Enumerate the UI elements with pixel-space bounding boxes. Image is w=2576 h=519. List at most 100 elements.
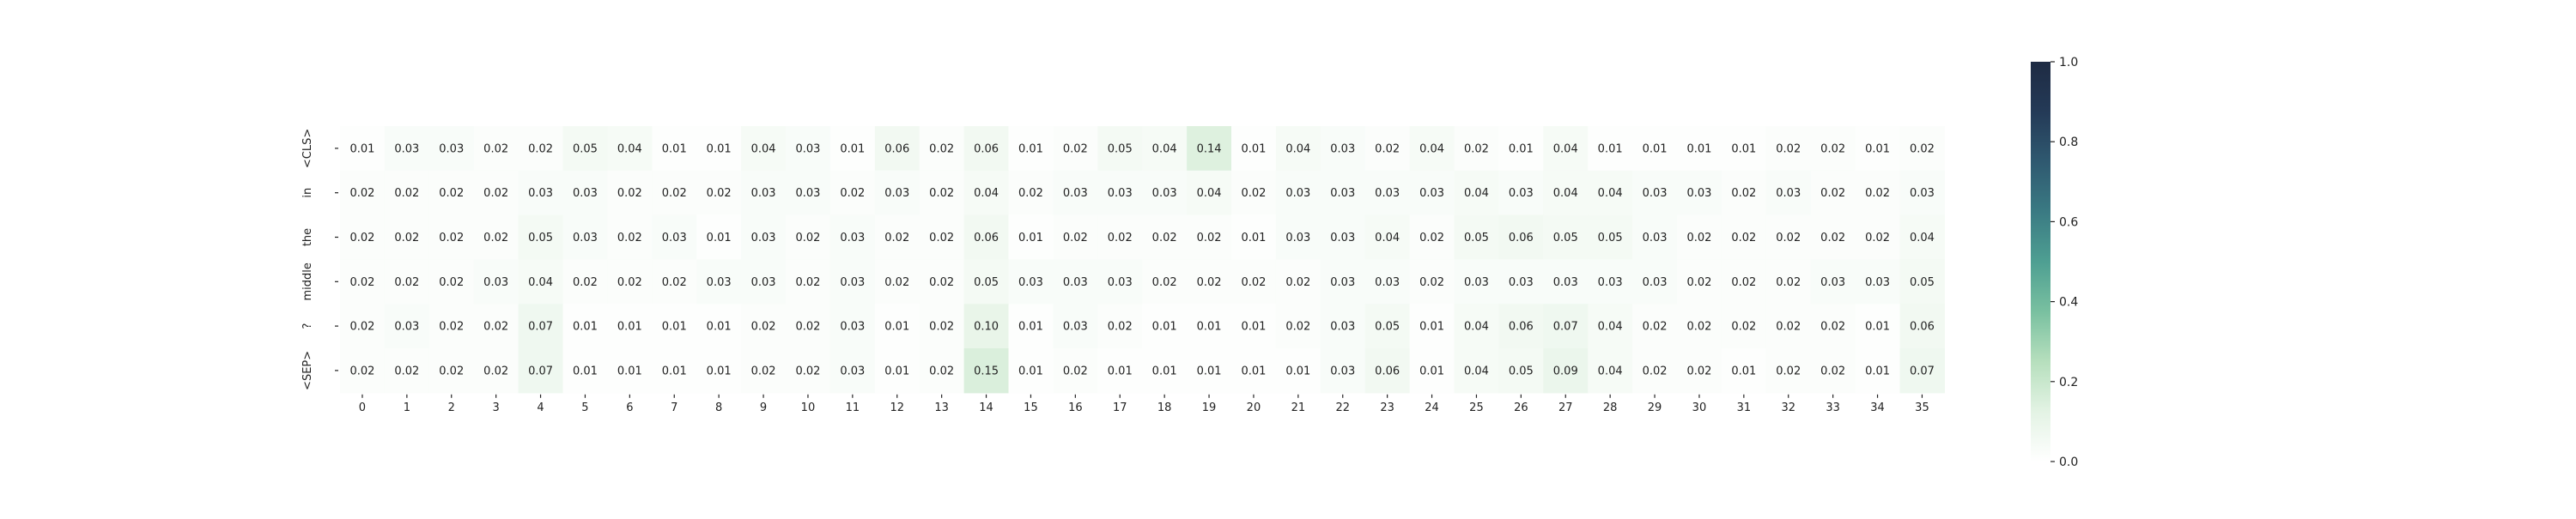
heatmap-cell	[1008, 348, 1054, 394]
cell-value-label: 0.02	[573, 276, 598, 289]
heatmap-cell	[1498, 259, 1544, 305]
cell-value-label: 0.03	[840, 276, 865, 289]
column-label: 35	[1915, 401, 1929, 414]
cell-value-label: 0.05	[528, 232, 553, 244]
cell-value-label: 0.02	[439, 321, 464, 334]
heatmap-cell	[1721, 214, 1767, 260]
cell-value-label: 0.04	[751, 142, 776, 155]
heatmap-cell	[1454, 170, 1499, 216]
heatmap-cell	[1364, 259, 1411, 305]
heatmap-cell	[1364, 170, 1411, 216]
cell-value-label: 0.02	[1285, 276, 1310, 289]
heatmap-cell	[1632, 259, 1678, 305]
heatmap-cell	[1320, 348, 1366, 394]
column-label: 22	[1335, 401, 1350, 414]
column-label: 34	[1870, 401, 1885, 414]
heatmap-cell	[1320, 259, 1366, 305]
cell-value-label: 0.02	[1197, 232, 1222, 244]
cell-value-label: 0.03	[840, 232, 865, 244]
heatmap-cell	[652, 348, 697, 394]
cell-value-label: 0.05	[1108, 142, 1133, 155]
cell-value-label: 0.02	[349, 187, 374, 200]
cell-value-label: 0.03	[1686, 187, 1711, 200]
heatmap-cell	[1765, 348, 1812, 394]
heatmap-cell	[1053, 348, 1098, 394]
heatmap-cell	[1275, 259, 1321, 305]
cell-value-label: 0.03	[1330, 232, 1355, 244]
heatmap-cell	[1409, 214, 1455, 260]
heatmap-cell	[1008, 170, 1054, 216]
heatmap-cell	[874, 304, 920, 349]
cell-value-label: 0.02	[1776, 365, 1801, 377]
heatmap-cell	[428, 214, 475, 260]
cell-value-label: 0.01	[662, 142, 687, 155]
heatmap-cell	[1454, 126, 1499, 172]
cell-value-label: 0.03	[394, 321, 419, 334]
cell-value-label: 0.01	[1731, 365, 1756, 377]
row-label: <CLS>	[301, 129, 314, 168]
heatmap-cell	[1632, 214, 1678, 260]
heatmap-cell	[1632, 348, 1678, 394]
heatmap-cell	[1097, 304, 1143, 349]
cell-value-label: 0.02	[1285, 321, 1310, 334]
cell-value-label: 0.02	[1776, 142, 1801, 155]
heatmap-cell	[1320, 170, 1366, 216]
heatmap-cell	[562, 170, 608, 216]
cell-value-label: 0.02	[1776, 321, 1801, 334]
cell-value-label: 0.01	[707, 365, 732, 377]
heatmap-cell	[829, 126, 876, 172]
cell-value-label: 0.02	[1686, 276, 1711, 289]
cell-value-label: 0.03	[483, 276, 508, 289]
cell-value-label: 0.03	[1553, 276, 1578, 289]
cell-value-label: 0.03	[1330, 276, 1355, 289]
heatmap-cell	[963, 170, 1010, 216]
cell-value-label: 0.03	[1063, 321, 1088, 334]
heatmap-cell	[607, 170, 653, 216]
cell-value-label: 0.04	[528, 276, 553, 289]
heatmap-cell	[1053, 170, 1098, 216]
cell-value-label: 0.02	[929, 321, 954, 334]
cell-value-label: 0.02	[1776, 232, 1801, 244]
cell-value-label: 0.05	[1598, 232, 1623, 244]
heatmap-cell	[518, 348, 564, 394]
cell-value-label: 0.03	[884, 187, 909, 200]
cell-value-label: 0.05	[1509, 365, 1534, 377]
heatmap-cell	[874, 259, 920, 305]
cell-value-label: 0.02	[394, 187, 419, 200]
cell-value-label: 0.02	[349, 232, 374, 244]
cell-value-label: 0.02	[483, 142, 508, 155]
cell-value-label: 0.01	[1018, 142, 1043, 155]
heatmap-cell	[562, 126, 608, 172]
heatmap-cell	[786, 348, 831, 394]
cell-value-label: 0.02	[349, 276, 374, 289]
cell-value-label: 0.02	[1865, 232, 1890, 244]
row-label: middle	[301, 263, 314, 300]
cell-value-label: 0.02	[1643, 321, 1668, 334]
heatmap-cell	[1231, 214, 1277, 260]
heatmap-cell	[1320, 214, 1366, 260]
heatmap-cell	[1142, 348, 1188, 394]
cell-value-label: 0.04	[1553, 187, 1578, 200]
cell-value-label: 0.01	[1865, 142, 1890, 155]
cell-value-label: 0.02	[394, 232, 419, 244]
heatmap-cell	[1187, 304, 1232, 349]
heatmap-cell	[963, 304, 1010, 349]
cell-value-label: 0.02	[1241, 276, 1266, 289]
cell-value-label: 0.02	[1419, 276, 1444, 289]
cell-value-label: 0.04	[974, 187, 999, 200]
cell-value-label: 0.02	[1731, 232, 1756, 244]
heatmap-cell	[652, 259, 697, 305]
cell-value-label: 0.03	[528, 187, 553, 200]
column-label: 10	[801, 401, 816, 414]
heatmap-cell	[1231, 304, 1277, 349]
heatmap-cell	[1454, 304, 1499, 349]
heatmap-cell	[874, 126, 920, 172]
cell-value-label: 0.02	[795, 232, 820, 244]
cell-value-label: 0.02	[1731, 276, 1756, 289]
cell-value-label: 0.02	[1820, 321, 1845, 334]
cell-value-label: 0.04	[1285, 142, 1310, 155]
cell-value-label: 0.03	[662, 232, 687, 244]
heatmap-cell	[1899, 126, 1945, 172]
cell-value-label: 0.03	[751, 232, 776, 244]
heatmap-cell	[1855, 259, 1901, 305]
